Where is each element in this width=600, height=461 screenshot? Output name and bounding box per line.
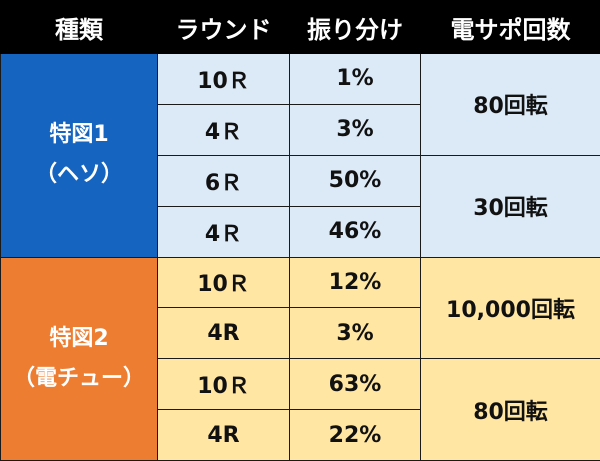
ratio-cell: 3% <box>289 103 421 156</box>
round-cell: 10Ｒ <box>157 256 290 309</box>
round-cell: 4R <box>157 307 290 360</box>
round-cell: 10Ｒ <box>157 358 290 411</box>
ratio-cell: 1% <box>289 53 421 105</box>
round-cell: 4Ｒ <box>157 103 290 156</box>
table-row: 特図1 （ヘソ） 10Ｒ 1% 80回転 <box>0 53 600 258</box>
support-cell: 80回転 <box>420 53 600 156</box>
support-cell: 80回転 <box>420 358 600 461</box>
table-row: 10Ｒ 63% 80回転 <box>1 358 600 461</box>
group-label-line2: （ヘソ） <box>34 162 123 188</box>
support-cell: 30回転 <box>420 154 600 258</box>
header-ratio: 振り分け <box>289 0 421 54</box>
round-cell: 10Ｒ <box>157 53 290 105</box>
ratio-cell: 50% <box>289 154 421 207</box>
group-label-line1: 特図1 <box>49 122 109 148</box>
ratio-cell: 3% <box>289 307 421 360</box>
round-cell: 4R <box>157 409 290 461</box>
table-row: 4R 22% <box>1 409 600 461</box>
group-tokuzu2: 特図2 （電チュー） 10Ｒ 12% 10,000回転 4R 3% 10Ｒ 63… <box>0 256 600 461</box>
round-cell: 6Ｒ <box>157 154 290 207</box>
header-type: 種類 <box>0 0 158 54</box>
ratio-cell: 22% <box>289 409 421 461</box>
table-row: 特図2 （電チュー） 10Ｒ 12% 10,000回転 <box>0 256 600 461</box>
ratio-cell: 63% <box>289 358 421 411</box>
group-label-line2: （電チュー） <box>12 365 145 391</box>
ratio-cell: 46% <box>289 205 421 258</box>
group-label-tokuzu1: 特図1 （ヘソ） <box>0 53 158 258</box>
support-cell: 10,000回転 <box>420 256 600 360</box>
header-row: 種類 ラウンド 振り分け 電サポ回数 <box>0 0 600 54</box>
table-row: 4Ｒ 46% <box>1 205 600 258</box>
ratio-cell: 12% <box>289 256 421 309</box>
header-support: 電サポ回数 <box>420 0 600 54</box>
round-cell: 4Ｒ <box>157 205 290 258</box>
group-label-tokuzu2: 特図2 （電チュー） <box>0 256 158 461</box>
header-round: ラウンド <box>157 0 290 54</box>
table-row: 6Ｒ 50% 30回転 <box>1 154 600 258</box>
group-tokuzu1: 特図1 （ヘソ） 10Ｒ 1% 80回転 4Ｒ 3% 6Ｒ 50% 30回転 4… <box>0 53 600 258</box>
table-row: 4Ｒ 3% <box>1 103 600 156</box>
table-row: 4R 3% <box>1 307 600 360</box>
group-label-line1: 特図2 <box>49 325 109 351</box>
